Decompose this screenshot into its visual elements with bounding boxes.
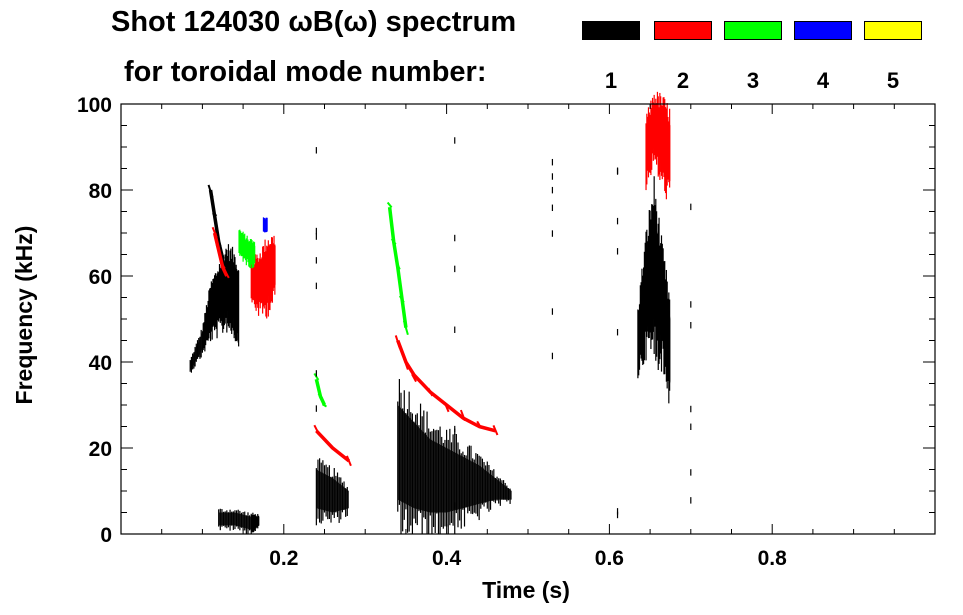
axis-tick-labels: 0.2 0.4 0.6 0.8 0 20 40 60 80 100 [77, 94, 787, 570]
feature-speck [313, 372, 320, 381]
y-tick-label: 0 [100, 524, 112, 547]
feature-speck [443, 401, 450, 413]
feature-speck [411, 373, 417, 383]
feature-speck [313, 424, 320, 434]
plot-frame [120, 103, 936, 535]
y-tick-label: 80 [89, 180, 112, 203]
feature-line [315, 429, 351, 463]
legend-swatch-mode-3 [724, 21, 782, 40]
x-tick-label: 0.6 [595, 547, 624, 570]
feature-line [208, 189, 225, 260]
feature-late-n2-top [645, 91, 671, 200]
feature-speck [476, 420, 483, 429]
feature-line [396, 339, 496, 433]
feature-main-n3-chirp [386, 201, 409, 336]
feature-speck [459, 409, 466, 421]
legend-label-mode-5: 5 [886, 68, 900, 93]
feature-late-n1-column [637, 176, 671, 404]
y-tick-label: 100 [77, 94, 112, 117]
y-axis-label: Frequency (kHz) [11, 226, 37, 405]
feature-speck [212, 212, 218, 217]
y-tick-label: 40 [89, 352, 112, 375]
legend-swatch-mode-5 [864, 21, 922, 40]
feature-speck [345, 455, 352, 467]
feature-speck [427, 387, 434, 397]
feature-speck [215, 244, 222, 259]
legend-swatch-mode-1 [582, 21, 640, 40]
legend-swatch-mode-2 [654, 21, 712, 40]
feature-mid-n1-band [315, 458, 349, 526]
chart-title: Shot 124030 ωB(ω) spectrum [111, 6, 517, 38]
legend-label-mode-4: 4 [816, 68, 830, 93]
feature-speck [394, 259, 401, 270]
feature-main-n2-chirp [394, 335, 499, 436]
chart-subtitle: for toroidal mode number: [124, 56, 487, 88]
feature-speck [321, 403, 328, 408]
feature-speck [330, 445, 336, 450]
feature-mid-n2-line [313, 424, 352, 467]
legend-label-mode-2: 2 [676, 68, 690, 93]
feature-early-n4-spot [262, 217, 268, 233]
feature-speck [402, 320, 409, 336]
feature-line [387, 206, 408, 328]
feature-speck [390, 238, 397, 245]
legend-label-mode-3: 3 [746, 68, 760, 93]
feature-speck [211, 226, 218, 238]
feature-mid-n3-line [313, 372, 328, 408]
feature-early-n1-upper-streak [207, 184, 226, 266]
feature-speck [223, 270, 230, 279]
x-tick-label: 0.4 [432, 547, 462, 570]
x-axis-label: Time (s) [482, 577, 570, 603]
feature-speck [394, 335, 401, 349]
legend-label-mode-1: 1 [604, 68, 618, 93]
legend-swatch-mode-4 [794, 21, 852, 40]
feature-speck [207, 184, 214, 198]
y-tick-label: 20 [89, 438, 112, 461]
feature-speck [398, 295, 405, 303]
x-tick-label: 0.8 [758, 547, 788, 570]
feature-early-n1-band [189, 244, 240, 373]
feature-speck [386, 201, 393, 209]
feature-speck [492, 424, 499, 436]
y-tick-label: 60 [89, 266, 112, 289]
feature-early-n3-patch [238, 229, 256, 269]
feature-line [314, 378, 327, 406]
x-tick-label: 0.2 [269, 547, 298, 570]
feature-early-low-n1 [218, 508, 260, 534]
feature-speck [219, 261, 226, 270]
feature-main-n1-band [397, 379, 512, 534]
noise-dashes [315, 137, 692, 519]
feature-speck [402, 358, 409, 370]
feature-speck [317, 393, 324, 400]
spectrogram-features [189, 91, 692, 534]
feature-early-n2-upper-streak [211, 226, 230, 279]
feature-early-n2-band [250, 235, 276, 319]
axis-ticks [121, 103, 935, 535]
